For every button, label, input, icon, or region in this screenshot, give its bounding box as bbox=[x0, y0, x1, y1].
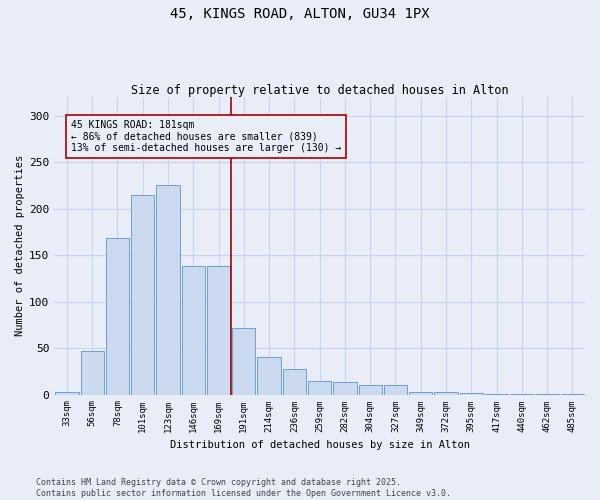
Bar bbox=[409, 392, 433, 394]
Bar bbox=[308, 380, 331, 394]
Bar bbox=[283, 370, 306, 394]
Bar bbox=[333, 382, 356, 394]
Bar bbox=[182, 266, 205, 394]
Bar bbox=[80, 351, 104, 395]
Text: Contains HM Land Registry data © Crown copyright and database right 2025.
Contai: Contains HM Land Registry data © Crown c… bbox=[36, 478, 451, 498]
Bar bbox=[207, 266, 230, 394]
Bar bbox=[359, 386, 382, 394]
Title: Size of property relative to detached houses in Alton: Size of property relative to detached ho… bbox=[131, 84, 508, 97]
Bar bbox=[55, 392, 79, 394]
Bar bbox=[131, 194, 154, 394]
Bar bbox=[106, 238, 129, 394]
Bar bbox=[232, 328, 256, 394]
Text: 45, KINGS ROAD, ALTON, GU34 1PX: 45, KINGS ROAD, ALTON, GU34 1PX bbox=[170, 8, 430, 22]
Bar bbox=[434, 392, 458, 394]
X-axis label: Distribution of detached houses by size in Alton: Distribution of detached houses by size … bbox=[170, 440, 470, 450]
Bar bbox=[257, 358, 281, 395]
Y-axis label: Number of detached properties: Number of detached properties bbox=[15, 155, 25, 336]
Text: 45 KINGS ROAD: 181sqm
← 86% of detached houses are smaller (839)
13% of semi-det: 45 KINGS ROAD: 181sqm ← 86% of detached … bbox=[71, 120, 341, 154]
Bar bbox=[460, 392, 483, 394]
Bar bbox=[384, 386, 407, 394]
Bar bbox=[157, 186, 179, 394]
